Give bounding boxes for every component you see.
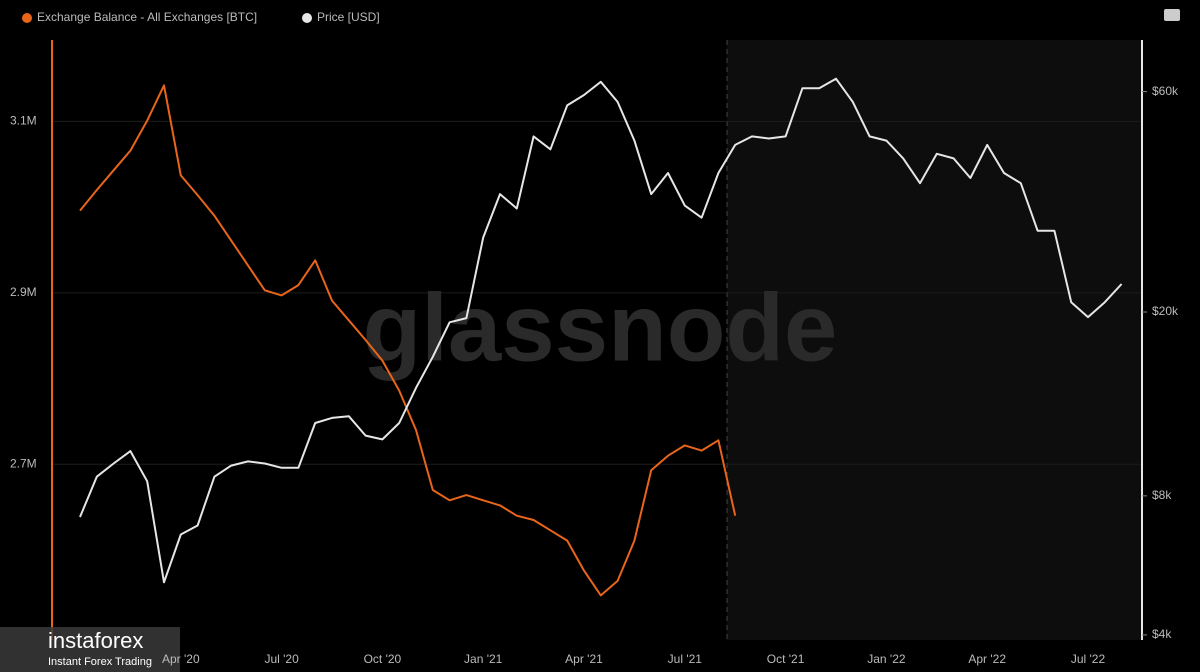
legend-label[interactable]: Exchange Balance - All Exchanges [BTC] <box>37 10 257 24</box>
forecast-shade <box>727 40 1142 640</box>
series-line <box>79 77 1123 584</box>
x-tick-label: Oct '20 <box>364 652 402 666</box>
legend-label[interactable]: Price [USD] <box>317 10 380 24</box>
y-tick-label: 2.7M <box>10 456 37 470</box>
watermark: glassnode <box>363 274 838 381</box>
x-tick-label: Jan '21 <box>464 652 503 666</box>
x-tick-label: Apr '22 <box>968 652 1006 666</box>
x-tick-label: Apr '21 <box>565 652 603 666</box>
y-tick-label: 2.9M <box>10 285 37 299</box>
x-tick-label: Oct '21 <box>767 652 805 666</box>
legend-dot <box>22 13 32 23</box>
series-line <box>79 84 737 597</box>
y2-tick-label: $8k <box>1152 488 1172 502</box>
y-tick-label: 3.1M <box>10 114 37 128</box>
y2-tick-label: $20k <box>1152 304 1179 318</box>
x-tick-label: Jul '21 <box>668 652 703 666</box>
legend-dot <box>302 13 312 23</box>
x-tick-label: Jul '22 <box>1071 652 1106 666</box>
x-tick-label: Jul '20 <box>264 652 299 666</box>
x-tick-label: Jan '22 <box>867 652 906 666</box>
logo-name: instaforex <box>48 628 143 653</box>
y2-tick-label: $60k <box>1152 84 1179 98</box>
camera-icon[interactable] <box>1164 9 1180 21</box>
x-tick-label: Apr '20 <box>162 652 200 666</box>
logo-box <box>0 627 180 672</box>
y2-tick-label: $4k <box>1152 627 1172 641</box>
logo-tagline: Instant Forex Trading <box>48 656 152 668</box>
